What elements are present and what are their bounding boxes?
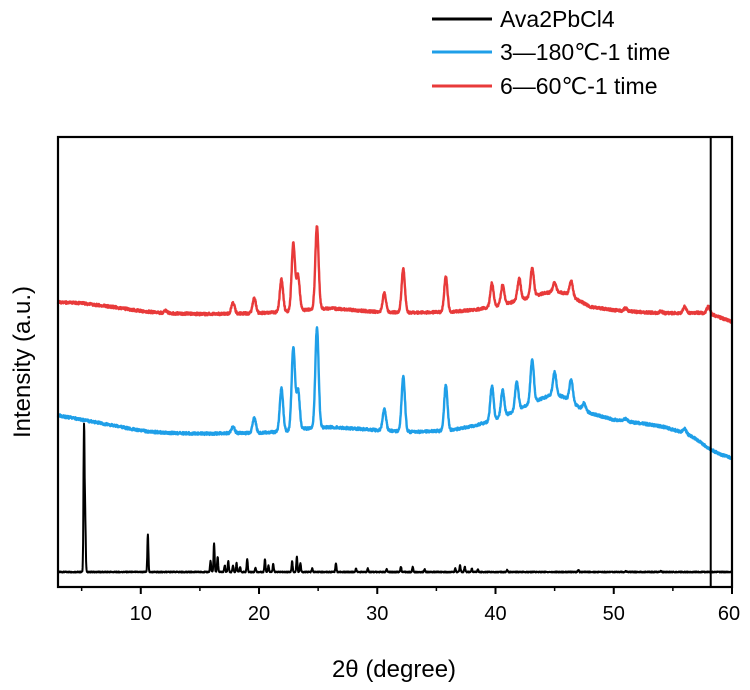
y-axis-title: Intensity (a.u.) [9,286,36,438]
x-tick-label: 10 [130,603,152,625]
legend-label-2: 6—60℃-1 time [500,73,658,99]
x-tick-label: 40 [484,603,506,625]
legend-label-1: 3—180℃-1 time [500,39,670,65]
x-axis-title: 2θ (degree) [332,656,456,683]
legend-label-0: Ava2PbCl4 [500,6,615,32]
x-axis-ticks: 10 20 30 40 50 60 [80,587,740,625]
series-line-ava2pbcl4 [57,422,733,574]
x-tick-label: 20 [248,603,270,625]
x-tick-label: 50 [603,603,625,625]
x-tick-label: 60 [718,603,740,625]
plot-area [56,137,734,587]
series-line-6-60c [56,225,734,324]
x-tick-label: 30 [366,603,388,625]
series-line-3-180c [56,326,734,461]
plot-frame [56,135,734,589]
legend: Ava2PbCl4 3—180℃-1 time 6—60℃-1 time [432,6,670,99]
